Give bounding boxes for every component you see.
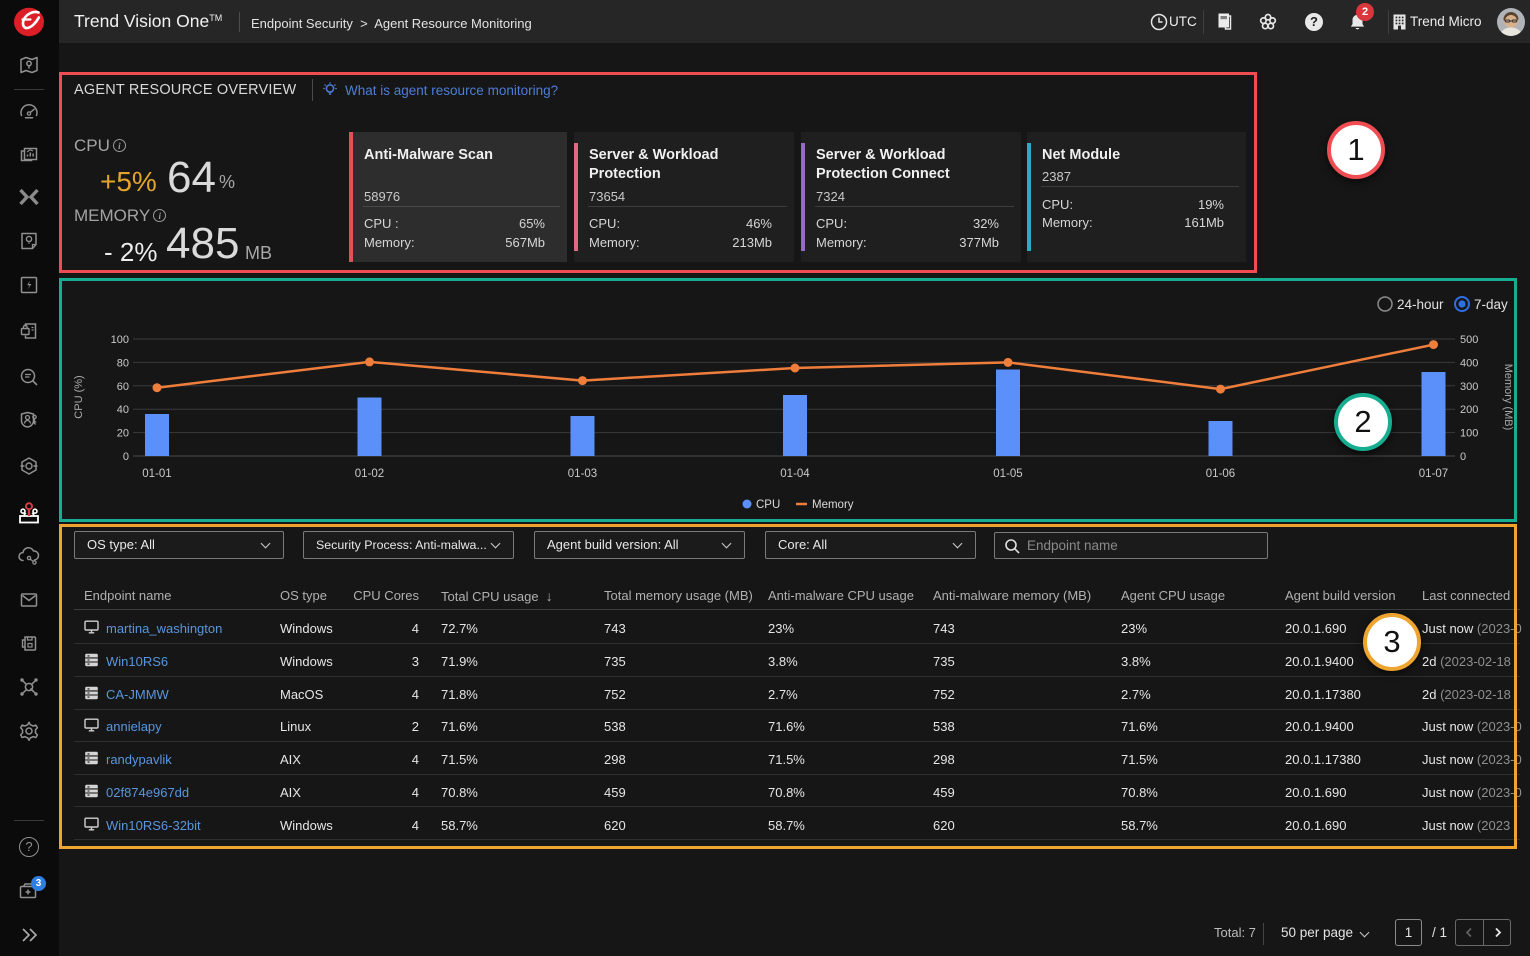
svg-text:0: 0 <box>1460 451 1466 463</box>
svg-text:500: 500 <box>1460 334 1478 346</box>
svg-text:01-07: 01-07 <box>1419 468 1448 480</box>
svg-text:Memory (MB): Memory (MB) <box>1502 364 1514 431</box>
svg-text:60: 60 <box>117 381 129 393</box>
svg-text:01-03: 01-03 <box>568 468 597 480</box>
svg-text:400: 400 <box>1460 357 1478 369</box>
svg-text:100: 100 <box>111 334 129 346</box>
svg-text:01-01: 01-01 <box>142 468 171 480</box>
svg-text:01-05: 01-05 <box>993 468 1022 480</box>
svg-text:40: 40 <box>117 404 129 416</box>
svg-text:CPU (%): CPU (%) <box>73 375 85 418</box>
svg-text:100: 100 <box>1460 428 1478 440</box>
svg-text:24-hour: 24-hour <box>1397 297 1444 312</box>
svg-text:01-06: 01-06 <box>1206 468 1235 480</box>
svg-text:CPU: CPU <box>756 499 780 511</box>
svg-text:300: 300 <box>1460 381 1478 393</box>
svg-text:01-02: 01-02 <box>355 468 384 480</box>
svg-text:80: 80 <box>117 357 129 369</box>
svg-text:7-day: 7-day <box>1474 297 1508 312</box>
svg-text:20: 20 <box>117 428 129 440</box>
svg-text:0: 0 <box>123 451 129 463</box>
svg-text:200: 200 <box>1460 404 1478 416</box>
svg-text:01-04: 01-04 <box>780 468 810 480</box>
svg-text:Memory: Memory <box>812 499 854 511</box>
